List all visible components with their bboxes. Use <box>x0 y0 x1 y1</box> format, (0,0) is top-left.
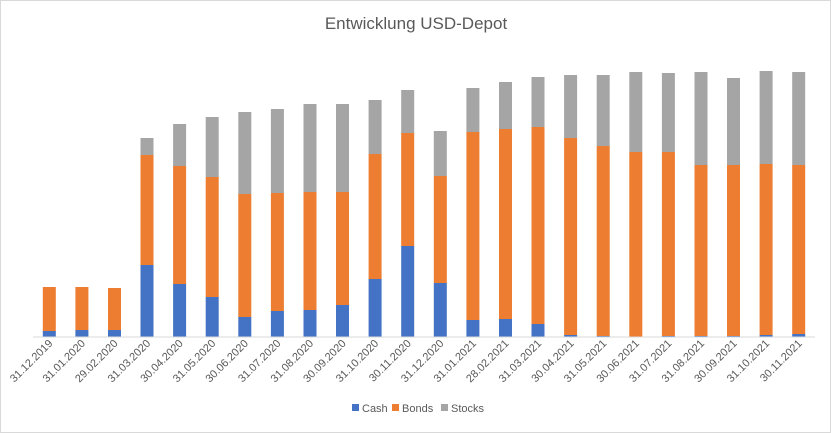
bar-bonds-22 <box>759 164 773 335</box>
legend-label-cash: Cash <box>362 403 388 415</box>
bar-bonds-16 <box>564 138 578 335</box>
bar-bonds-4 <box>173 166 187 284</box>
bar-bonds-3 <box>140 155 154 265</box>
bar-stocks-22 <box>759 71 773 164</box>
bar-bonds-2 <box>108 288 121 330</box>
bar-cash-8 <box>303 310 317 337</box>
bar-stocks-23 <box>792 72 806 165</box>
bar-bonds-17 <box>596 146 610 336</box>
bar-cash-4 <box>173 284 187 337</box>
legend-label-stocks: Stocks <box>451 403 485 415</box>
bar-cash-11 <box>401 246 415 337</box>
bar-cash-6 <box>238 317 252 337</box>
bar-bonds-15 <box>531 127 545 324</box>
legend-swatch-stocks <box>441 404 448 411</box>
bar-stocks-5 <box>205 117 219 177</box>
bar-stocks-6 <box>238 112 252 194</box>
x-tick-labels: 31.12.201931.01.202029.02.202031.03.2020… <box>8 338 805 385</box>
bar-bonds-7 <box>270 193 284 311</box>
bar-cash-3 <box>140 265 154 337</box>
bar-stocks-17 <box>596 75 610 146</box>
bar-cash-15 <box>531 324 545 337</box>
bar-cash-13 <box>466 320 480 337</box>
bar-stocks-12 <box>433 131 447 176</box>
bar-stocks-20 <box>694 72 708 165</box>
bar-cash-14 <box>499 319 512 337</box>
bar-stocks-9 <box>336 104 349 192</box>
bar-bonds-13 <box>466 132 480 320</box>
bar-cash-12 <box>433 283 447 337</box>
bar-stocks-16 <box>564 75 578 138</box>
bar-cash-9 <box>336 305 349 337</box>
bar-cash-0 <box>42 331 56 337</box>
bar-stocks-3 <box>140 138 154 155</box>
bar-stocks-8 <box>303 104 317 192</box>
bar-cash-23 <box>792 334 806 337</box>
bar-bonds-10 <box>368 154 382 279</box>
bar-bonds-18 <box>629 152 643 337</box>
bar-bonds-11 <box>401 133 415 246</box>
bar-stocks-11 <box>401 90 415 133</box>
bar-stocks-10 <box>368 100 382 154</box>
bar-cash-2 <box>108 330 121 337</box>
bar-cash-7 <box>270 311 284 337</box>
bar-bonds-21 <box>727 165 740 336</box>
bar-cash-16 <box>564 335 578 337</box>
legend: Cash Bonds Stocks <box>352 403 485 415</box>
bar-bonds-5 <box>205 177 219 297</box>
chart-title: Entwicklung USD-Depot <box>325 14 508 33</box>
bar-stocks-13 <box>466 88 480 132</box>
legend-swatch-cash <box>352 404 359 411</box>
legend-swatch-bonds <box>392 404 399 411</box>
bar-cash-1 <box>75 330 89 337</box>
bar-bonds-23 <box>792 165 806 334</box>
bars-group <box>42 71 806 337</box>
bar-bonds-0 <box>42 287 56 331</box>
bar-stocks-4 <box>173 124 187 166</box>
bar-bonds-1 <box>75 287 89 330</box>
bar-bonds-14 <box>499 129 512 319</box>
legend-label-bonds: Bonds <box>402 403 434 415</box>
bar-bonds-9 <box>336 192 349 305</box>
bar-bonds-6 <box>238 194 252 317</box>
bar-cash-10 <box>368 279 382 337</box>
bar-stocks-18 <box>629 72 643 152</box>
bar-bonds-20 <box>694 165 708 336</box>
bar-stocks-21 <box>727 78 740 165</box>
bar-stocks-7 <box>270 109 284 193</box>
bar-bonds-8 <box>303 192 317 310</box>
bar-stocks-15 <box>531 77 545 127</box>
bar-cash-5 <box>205 297 219 337</box>
bar-stocks-14 <box>499 82 512 129</box>
bar-bonds-19 <box>661 152 675 336</box>
bar-bonds-12 <box>433 176 447 283</box>
bar-stocks-19 <box>661 73 675 152</box>
bar-cash-22 <box>759 335 773 337</box>
